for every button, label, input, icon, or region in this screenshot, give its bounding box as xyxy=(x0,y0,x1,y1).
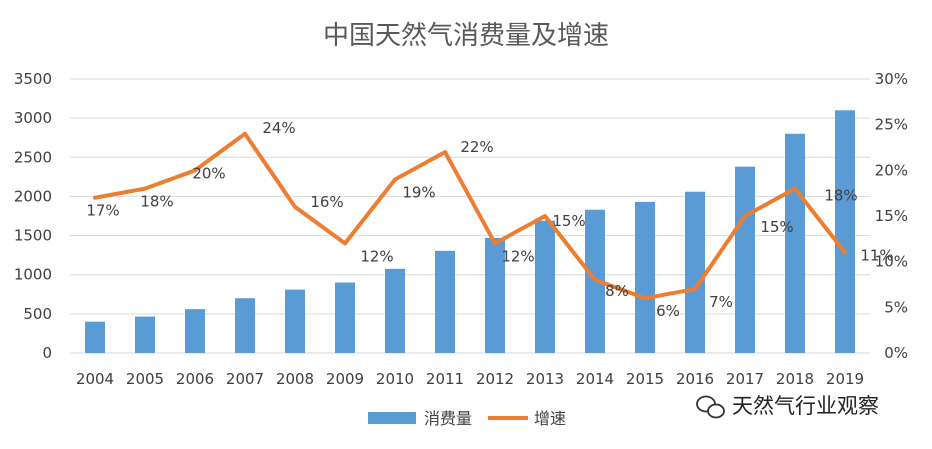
x-tick-label: 2012 xyxy=(476,370,514,388)
bar xyxy=(235,298,255,353)
bar xyxy=(835,110,855,353)
bar xyxy=(435,250,455,353)
x-tick-label: 2006 xyxy=(176,370,214,388)
y-left-tick-label: 2000 xyxy=(14,187,52,205)
x-tick-label: 2017 xyxy=(726,370,764,388)
growth-data-label: 18% xyxy=(824,187,857,205)
bar xyxy=(735,166,755,353)
y-right-tick-label: 5% xyxy=(884,298,908,316)
y-right-tick-label: 25% xyxy=(875,116,908,134)
left-axis-ticks: 0 500 1000 1500 2000 2500 3000 3500 xyxy=(14,70,52,362)
x-tick-label: 2005 xyxy=(126,370,164,388)
y-left-tick-label: 3000 xyxy=(14,109,52,127)
legend-label-line: 增速 xyxy=(534,409,566,428)
x-tick-label: 2004 xyxy=(76,370,114,388)
growth-data-label: 11% xyxy=(860,247,893,265)
bar xyxy=(185,309,205,353)
x-tick-label: 2009 xyxy=(326,370,364,388)
y-right-tick-label: 20% xyxy=(875,161,908,179)
x-tick-label: 2013 xyxy=(526,370,564,388)
watermark-text: 天然气行业观察 xyxy=(732,394,879,418)
bar xyxy=(635,201,655,353)
line-series xyxy=(93,131,847,301)
growth-data-label: 8% xyxy=(605,282,629,300)
growth-data-label: 12% xyxy=(360,247,393,265)
bar xyxy=(335,282,355,353)
y-left-tick-label: 1500 xyxy=(14,227,52,245)
growth-data-label: 7% xyxy=(709,293,733,311)
x-tick-label: 2010 xyxy=(376,370,414,388)
bar xyxy=(535,220,555,353)
growth-data-label: 16% xyxy=(310,193,343,211)
growth-data-label: 15% xyxy=(760,218,793,236)
wechat-icon xyxy=(696,395,725,419)
y-right-tick-label: 10% xyxy=(875,253,908,271)
right-axis-ticks: 0% 5% 10% 15% 20% 25% 30% xyxy=(875,70,908,362)
growth-data-label: 17% xyxy=(86,202,119,220)
bar xyxy=(685,191,705,353)
growth-data-label: 19% xyxy=(402,183,435,201)
legend: 消费量 增速 xyxy=(368,409,566,428)
legend-label-bar: 消费量 xyxy=(424,409,472,428)
y-right-tick-label: 0% xyxy=(884,344,908,362)
bar xyxy=(485,237,505,353)
x-tick-label: 2007 xyxy=(226,370,264,388)
growth-data-label: 12% xyxy=(501,247,534,265)
x-tick-label: 2016 xyxy=(676,370,714,388)
chart-title: 中国天然气消费量及增速 xyxy=(323,21,609,51)
y-left-tick-label: 3500 xyxy=(14,70,52,88)
x-tick-label: 2019 xyxy=(826,370,864,388)
y-right-tick-label: 30% xyxy=(875,70,908,88)
bar xyxy=(785,133,805,353)
y-left-tick-label: 2500 xyxy=(14,148,52,166)
y-left-tick-label: 500 xyxy=(23,305,52,323)
growth-data-label: 15% xyxy=(552,212,585,230)
x-axis-ticks: 2004 2005 2006 2007 2008 2009 2010 2011 2012 2013… xyxy=(76,370,864,388)
growth-data-label: 18% xyxy=(140,193,173,211)
y-left-tick-label: 0 xyxy=(42,344,52,362)
growth-data-label: 22% xyxy=(460,138,493,156)
x-tick-label: 2018 xyxy=(776,370,814,388)
x-tick-label: 2015 xyxy=(626,370,664,388)
growth-data-label: 20% xyxy=(192,164,225,182)
legend-swatch-bar xyxy=(368,412,416,424)
bar xyxy=(385,268,405,353)
bar xyxy=(135,316,155,353)
x-tick-label: 2011 xyxy=(426,370,464,388)
watermark: 天然气行业观察 xyxy=(696,394,879,419)
line-data-labels: 17% 18% 20% 24% 16% 12% 19% 22% 12% 15% 8% 6% 7% 15% 1… xyxy=(86,119,893,320)
x-tick-label: 2008 xyxy=(276,370,314,388)
growth-data-label: 24% xyxy=(262,119,295,137)
y-right-tick-label: 15% xyxy=(875,207,908,225)
bar xyxy=(285,289,305,353)
bar xyxy=(85,321,105,353)
y-left-tick-label: 1000 xyxy=(14,266,52,284)
growth-line xyxy=(93,131,847,301)
x-tick-label: 2014 xyxy=(576,370,614,388)
growth-data-label: 6% xyxy=(656,302,680,320)
